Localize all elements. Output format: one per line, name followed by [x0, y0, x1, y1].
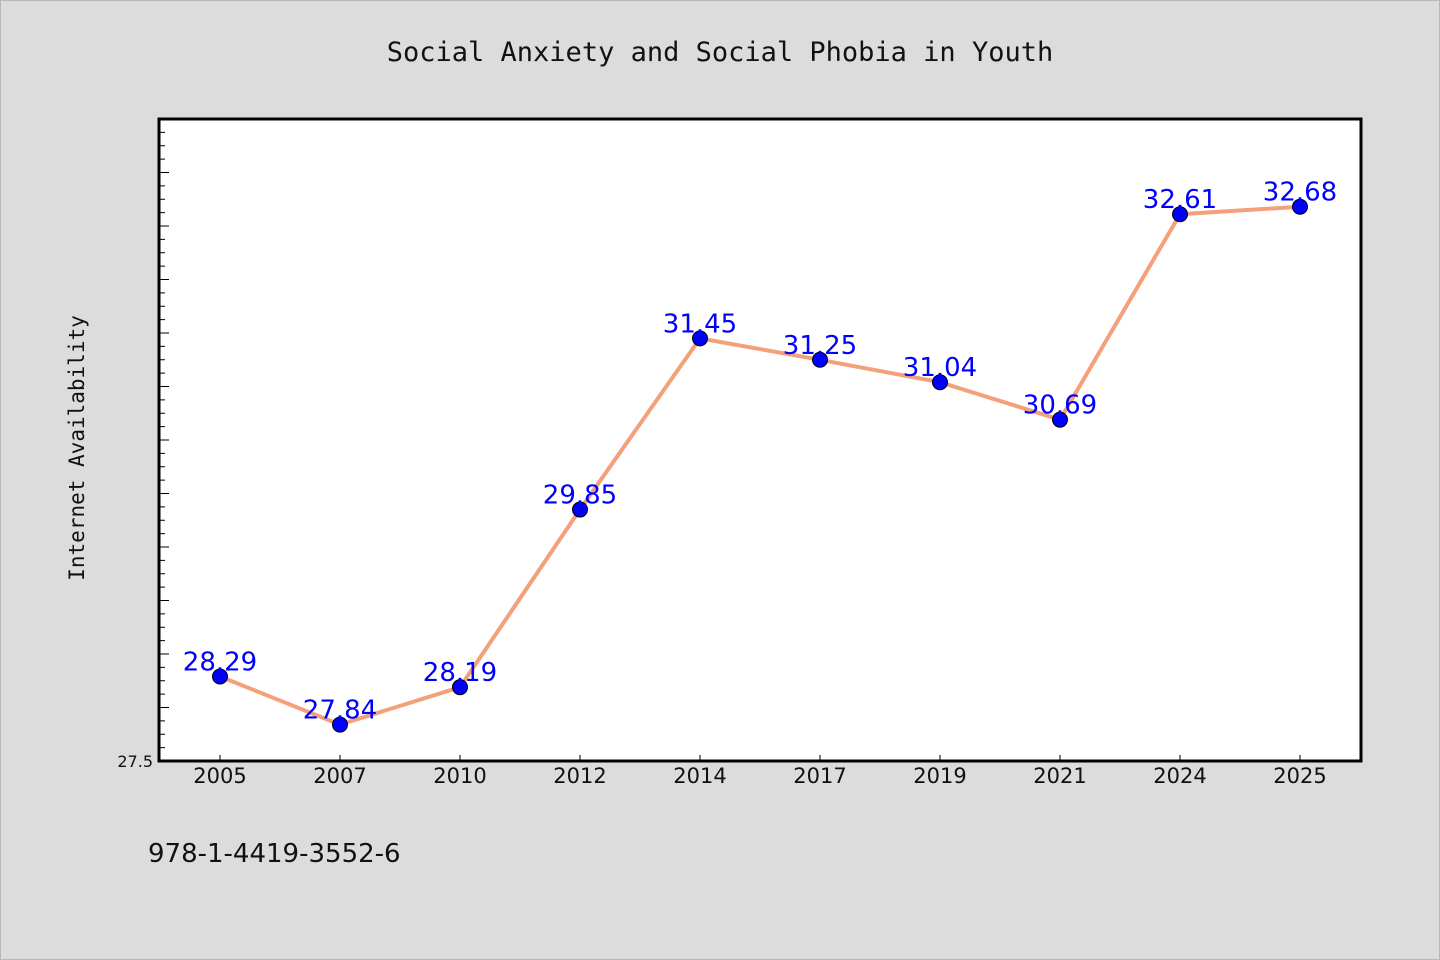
- data-point: [692, 330, 708, 347]
- data-label: 31.25: [783, 331, 857, 361]
- data-label: 32.68: [1263, 178, 1337, 208]
- data-label: 27.84: [303, 696, 377, 726]
- x-tick-label: 2019: [913, 764, 966, 788]
- data-label: 28.19: [423, 658, 497, 688]
- data-point: [1052, 411, 1068, 428]
- y-axis-label: Internet Availability: [65, 315, 89, 581]
- x-tick-label: 2017: [793, 764, 846, 788]
- data-point: [932, 374, 948, 391]
- data-label: 29.85: [543, 481, 617, 511]
- data-label: 32.61: [1143, 185, 1217, 215]
- data-point: [572, 501, 588, 518]
- x-tick-label: 2005: [193, 764, 246, 788]
- x-tick-label: 2021: [1033, 764, 1086, 788]
- data-point: [812, 351, 828, 368]
- x-axis-ticks: 2005 2007 2010 2012 2014 2017 2019 2021 2024 2025: [193, 755, 1327, 788]
- y-axis-ticks: [159, 118, 169, 762]
- data-point: [212, 668, 228, 685]
- plot-area: [157, 117, 1363, 763]
- chart-title: Social Anxiety and Social Phobia in Yout…: [387, 37, 1053, 68]
- x-tick-label: 2024: [1153, 764, 1206, 788]
- data-label: 31.45: [663, 309, 737, 339]
- data-label: 28.29: [183, 647, 257, 677]
- data-labels: 28.29 27.84 28.19 29.85 31.45 31.25 31.04 30.69…: [183, 178, 1337, 726]
- data-point: [452, 679, 468, 696]
- x-tick-label: 2007: [313, 764, 366, 788]
- y-tick-label-min: 27.5: [117, 752, 153, 771]
- data-point: [332, 716, 348, 733]
- x-tick-label: 2014: [673, 764, 726, 788]
- data-label: 31.04: [903, 353, 977, 383]
- data-markers: [212, 198, 1308, 733]
- series-line: [219, 204, 1301, 727]
- x-tick-label: 2025: [1273, 764, 1326, 788]
- data-label: 30.69: [1023, 391, 1097, 421]
- x-tick-label: 2012: [553, 764, 606, 788]
- data-point: [1172, 206, 1188, 223]
- isbn-footer: 978-1-4419-3552-6: [148, 839, 401, 869]
- data-point: [1292, 198, 1308, 215]
- x-tick-label: 2010: [433, 764, 486, 788]
